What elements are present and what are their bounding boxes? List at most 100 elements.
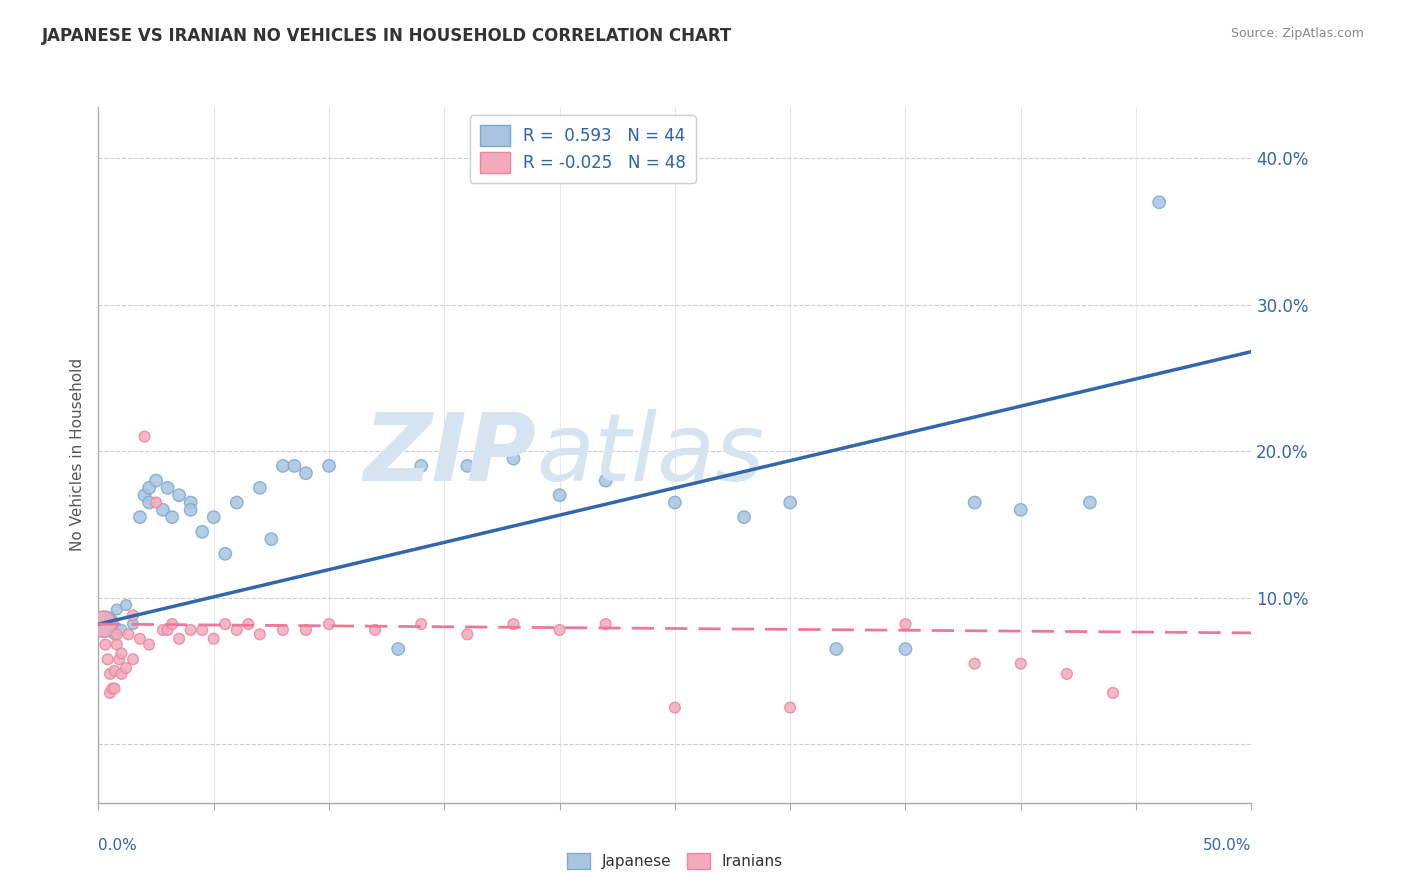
Legend: R =  0.593   N = 44, R = -0.025   N = 48: R = 0.593 N = 44, R = -0.025 N = 48 bbox=[470, 115, 696, 183]
Y-axis label: No Vehicles in Household: No Vehicles in Household bbox=[69, 359, 84, 551]
Point bbox=[271, 623, 294, 637]
Point bbox=[894, 642, 917, 657]
Point bbox=[295, 623, 318, 637]
Point bbox=[456, 627, 478, 641]
Point bbox=[548, 623, 571, 637]
Point bbox=[894, 617, 917, 632]
Point bbox=[548, 488, 571, 502]
Legend: Japanese, Iranians: Japanese, Iranians bbox=[561, 847, 789, 875]
Point bbox=[191, 524, 214, 539]
Point bbox=[160, 510, 183, 524]
Text: Source: ZipAtlas.com: Source: ZipAtlas.com bbox=[1230, 27, 1364, 40]
Point bbox=[91, 617, 114, 632]
Point bbox=[260, 532, 283, 546]
Point bbox=[180, 623, 202, 637]
Point bbox=[115, 661, 138, 675]
Point bbox=[249, 481, 271, 495]
Point bbox=[152, 503, 174, 517]
Point bbox=[145, 495, 167, 509]
Point bbox=[103, 664, 125, 678]
Point bbox=[318, 617, 340, 632]
Text: ZIP: ZIP bbox=[364, 409, 537, 501]
Point bbox=[103, 681, 125, 696]
Point bbox=[115, 598, 138, 612]
Point bbox=[225, 495, 247, 509]
Point bbox=[1010, 657, 1032, 671]
Point bbox=[202, 510, 225, 524]
Point bbox=[191, 623, 214, 637]
Point bbox=[411, 458, 433, 473]
Point bbox=[664, 495, 686, 509]
Point bbox=[180, 495, 202, 509]
Point bbox=[411, 617, 433, 632]
Point bbox=[110, 647, 132, 661]
Point bbox=[129, 632, 152, 646]
Point bbox=[105, 638, 128, 652]
Point bbox=[295, 467, 318, 481]
Point bbox=[156, 481, 179, 495]
Text: 50.0%: 50.0% bbox=[1204, 838, 1251, 854]
Point bbox=[271, 458, 294, 473]
Point bbox=[103, 627, 125, 641]
Point bbox=[97, 652, 120, 666]
Point bbox=[595, 617, 617, 632]
Point bbox=[156, 623, 179, 637]
Point bbox=[214, 547, 236, 561]
Point bbox=[101, 681, 124, 696]
Point bbox=[152, 623, 174, 637]
Point bbox=[364, 623, 387, 637]
Point bbox=[1056, 666, 1078, 681]
Point bbox=[167, 632, 190, 646]
Point bbox=[94, 617, 117, 632]
Point bbox=[387, 642, 409, 657]
Point bbox=[664, 700, 686, 714]
Point bbox=[502, 617, 524, 632]
Point bbox=[94, 638, 117, 652]
Point bbox=[110, 623, 132, 637]
Point bbox=[202, 632, 225, 646]
Point bbox=[145, 474, 167, 488]
Point bbox=[160, 617, 183, 632]
Point bbox=[117, 627, 139, 641]
Point bbox=[122, 608, 145, 623]
Point bbox=[134, 488, 156, 502]
Point bbox=[129, 510, 152, 524]
Point bbox=[1102, 686, 1125, 700]
Point bbox=[238, 617, 260, 632]
Point bbox=[105, 602, 128, 616]
Point bbox=[1078, 495, 1101, 509]
Point bbox=[134, 429, 156, 443]
Text: 0.0%: 0.0% bbox=[98, 838, 138, 854]
Point bbox=[733, 510, 755, 524]
Text: atlas: atlas bbox=[537, 409, 765, 500]
Point bbox=[249, 627, 271, 641]
Point bbox=[283, 458, 305, 473]
Point bbox=[138, 638, 160, 652]
Point bbox=[502, 451, 524, 466]
Point bbox=[110, 666, 132, 681]
Point bbox=[122, 652, 145, 666]
Point bbox=[1147, 195, 1170, 210]
Point bbox=[779, 700, 801, 714]
Point bbox=[167, 488, 190, 502]
Point bbox=[108, 652, 131, 666]
Point bbox=[825, 642, 848, 657]
Point bbox=[180, 503, 202, 517]
Point bbox=[595, 474, 617, 488]
Point bbox=[105, 627, 128, 641]
Point bbox=[138, 495, 160, 509]
Point bbox=[225, 623, 247, 637]
Point bbox=[122, 617, 145, 632]
Point bbox=[318, 458, 340, 473]
Point bbox=[214, 617, 236, 632]
Text: JAPANESE VS IRANIAN NO VEHICLES IN HOUSEHOLD CORRELATION CHART: JAPANESE VS IRANIAN NO VEHICLES IN HOUSE… bbox=[42, 27, 733, 45]
Point bbox=[963, 495, 986, 509]
Point bbox=[98, 666, 121, 681]
Point bbox=[98, 613, 121, 627]
Point bbox=[779, 495, 801, 509]
Point bbox=[138, 481, 160, 495]
Point bbox=[364, 467, 387, 481]
Point bbox=[963, 657, 986, 671]
Point bbox=[98, 686, 121, 700]
Point bbox=[456, 458, 478, 473]
